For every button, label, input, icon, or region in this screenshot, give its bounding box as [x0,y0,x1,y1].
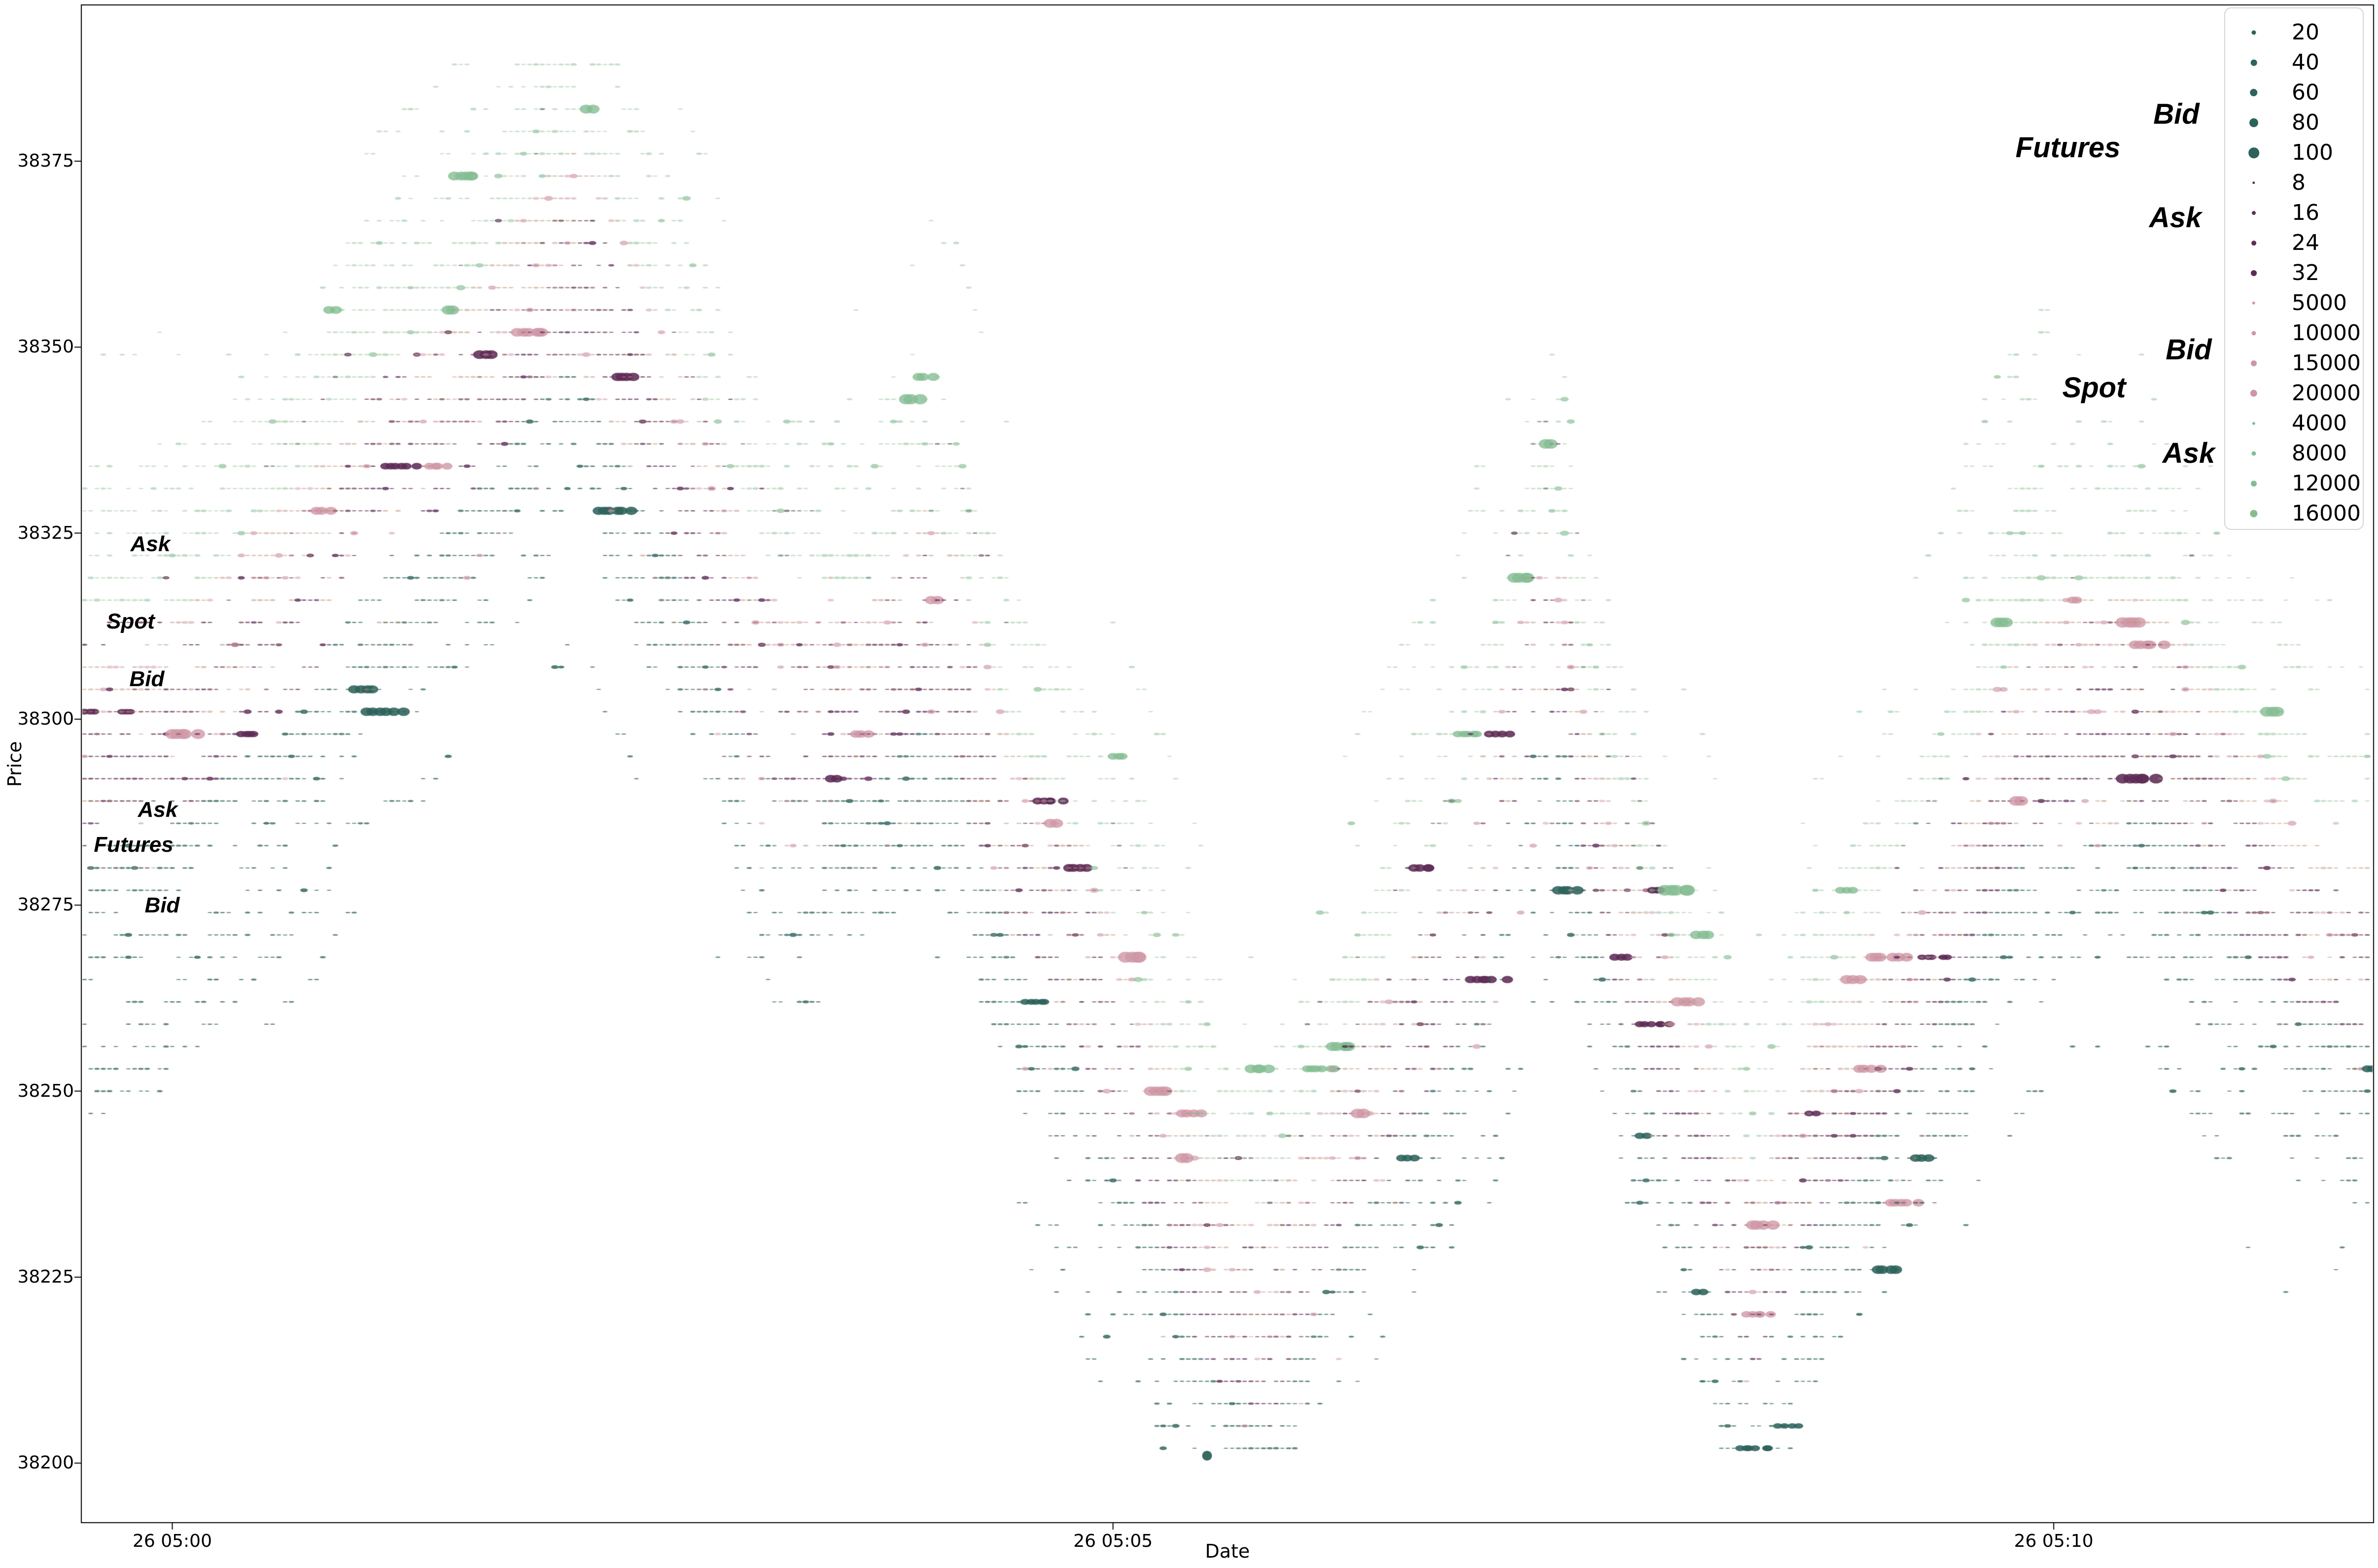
legend-size-label: 4000 [2292,411,2347,436]
legend-marker-dot [2251,241,2256,245]
legend-marker-dot [2251,360,2257,366]
annotation-spot-legend-spot: Spot [2062,372,2126,404]
y-tick-label: 38350 [17,337,74,357]
x-axis-title: Date [1205,1540,1250,1562]
x-tick-label: 26 05:05 [1073,1531,1153,1551]
legend-marker-dot [2251,451,2256,456]
y-tick-label: 38200 [17,1453,74,1473]
legend-marker-dot [2251,481,2257,487]
legend-marker-dot [2250,59,2257,66]
legend-box: 20 40 60 80 100 8 16 24 32 5000 10000 15000 20000 400… [2224,7,2364,530]
legend-marker-dot [2252,421,2256,425]
y-tick-label: 38275 [17,895,74,915]
legend-size-label: 40 [2292,50,2319,75]
legend-marker-dot [2250,389,2258,397]
annotation-spot-left-spot: Spot [106,609,155,633]
legend-marker-dot [2250,510,2258,518]
annotation-futures-left-futures: Futures [94,833,174,857]
legend-marker-dot [2251,331,2256,336]
y-tick-label: 38300 [17,708,74,729]
legend-marker-dot [2252,181,2255,184]
legend-marker-dot [2249,118,2258,127]
annotation-futures-legend-bid: Bid [2153,98,2200,130]
legend-size-label: 20 [2292,20,2319,45]
x-tick-label: 26 05:00 [132,1531,212,1551]
x-tick-label: 26 05:10 [2014,1531,2094,1551]
annotation-spot-left-bid: Bid [129,667,165,691]
legend-marker-dot [2251,30,2256,35]
legend-size-label: 20000 [2292,381,2361,406]
legend-size-label: 12000 [2292,471,2361,496]
y-tick-label: 38250 [17,1080,74,1101]
legend-size-label: 16000 [2292,501,2361,526]
legend-marker-dot [2252,211,2256,215]
annotation-spot-legend-bid: Bid [2166,334,2212,366]
annotation-futures-left-ask: Ask [138,798,178,822]
annotation-futures-legend-futures: Futures [2015,132,2121,164]
legend-size-label: 8 [2292,170,2306,195]
annotation-spot-legend-ask: Ask [2162,437,2215,469]
legend-size-label: 60 [2292,80,2319,105]
annotation-futures-left-bid: Bid [144,893,180,917]
legend-size-label: 15000 [2292,350,2361,376]
legend-size-label: 100 [2292,140,2333,165]
y-tick-label: 38225 [17,1266,74,1287]
y-tick-label: 38375 [17,150,74,171]
legend-size-label: 10000 [2292,320,2361,346]
legend-size-label: 80 [2292,110,2319,135]
legend-marker-dot [2250,89,2258,97]
legend-marker-dot [2252,301,2256,305]
legend-size-label: 5000 [2292,290,2347,315]
legend-marker-dot [2251,270,2257,276]
annotation-futures-legend-ask: Ask [2149,202,2202,234]
legend-marker-dot [2248,147,2259,158]
legend-size-label: 32 [2292,260,2319,285]
y-axis-title: Price [4,741,26,787]
legend-size-label: 16 [2292,200,2319,225]
annotation-spot-left-ask: Ask [130,532,171,556]
legend-size-label: 8000 [2292,441,2347,466]
y-tick-label: 38325 [17,523,74,543]
legend-size-label: 24 [2292,230,2319,255]
